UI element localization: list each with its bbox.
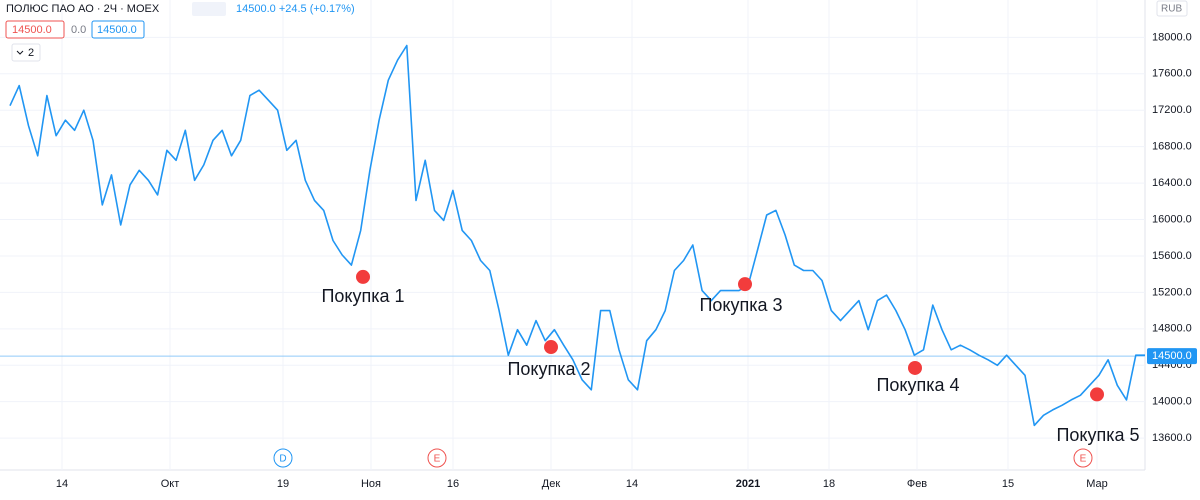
- y-tick-label: 13600.0: [1152, 432, 1192, 444]
- event-badge[interactable]: [427, 448, 447, 468]
- x-tick-label: 2021: [736, 478, 760, 490]
- buy-marker: [908, 360, 922, 375]
- y-tick-label: 16400.0: [1152, 177, 1192, 189]
- event-badge[interactable]: [1073, 448, 1093, 468]
- event-label: E: [1080, 454, 1087, 465]
- x-tick-label: 15: [1002, 478, 1014, 490]
- y-tick-label: 18000.0: [1152, 31, 1192, 43]
- buy-label: Покупка 1: [321, 286, 404, 306]
- buy-marker: [1090, 387, 1104, 402]
- x-tick-label: Окт: [161, 478, 180, 490]
- x-tick-label: 18: [823, 478, 835, 490]
- bid: 14500.0: [12, 24, 52, 36]
- event-label: E: [434, 454, 441, 465]
- bid-box[interactable]: [5, 20, 65, 39]
- spread: 0.0: [71, 24, 86, 36]
- symbol: ПОЛЮС ПАО АО · 2Ч · MOEX: [6, 3, 160, 15]
- buy-label: Покупка 5: [1056, 425, 1139, 445]
- buy-marker: [738, 277, 752, 292]
- buy-label: Покупка 2: [507, 359, 590, 379]
- price-axis: [1145, 0, 1200, 500]
- y-tick-label: 16800.0: [1152, 141, 1192, 153]
- price-line-series: [9, 44, 1145, 427]
- x-tick-label: 16: [447, 478, 459, 490]
- buy-label: Покупка 3: [699, 295, 782, 315]
- y-tick-label: 15600.0: [1152, 250, 1192, 262]
- x-tick-label: Фев: [907, 478, 927, 490]
- event-label: D: [279, 454, 286, 465]
- chart-type-toggle[interactable]: [192, 2, 226, 16]
- buy-label: Покупка 4: [876, 375, 959, 395]
- currency: RUB: [1161, 4, 1182, 15]
- buy-marker: [544, 340, 558, 355]
- x-tick-label: Дек: [542, 478, 561, 490]
- buy-marker: [356, 269, 370, 284]
- y-tick-label: 17600.0: [1152, 68, 1192, 80]
- y-tick-label: 16000.0: [1152, 213, 1192, 225]
- ask: 14500.0: [97, 24, 137, 36]
- price-badge: [1147, 348, 1197, 365]
- y-tick-label: 14800.0: [1152, 323, 1192, 335]
- y-tick-label: 15200.0: [1152, 286, 1192, 298]
- x-tick-label: Мар: [1086, 478, 1108, 490]
- indicators: 2: [28, 47, 34, 59]
- x-tick-label: 14: [626, 478, 638, 490]
- indicators-box[interactable]: [11, 43, 41, 62]
- currency-box[interactable]: [1156, 0, 1188, 17]
- chevron: [16, 50, 24, 55]
- quote: 14500.0 +24.5 (+0.17%): [236, 3, 355, 15]
- x-tick-label: Ноя: [361, 478, 381, 490]
- x-tick-label: 14: [56, 478, 68, 490]
- x-tick-label: 19: [277, 478, 289, 490]
- y-tick-label: 17200.0: [1152, 104, 1192, 116]
- price-badge-label: 14500.0: [1152, 350, 1192, 362]
- y-tick-label: 14000.0: [1152, 396, 1192, 408]
- ask-box[interactable]: [91, 20, 145, 39]
- event-badge[interactable]: [273, 448, 293, 468]
